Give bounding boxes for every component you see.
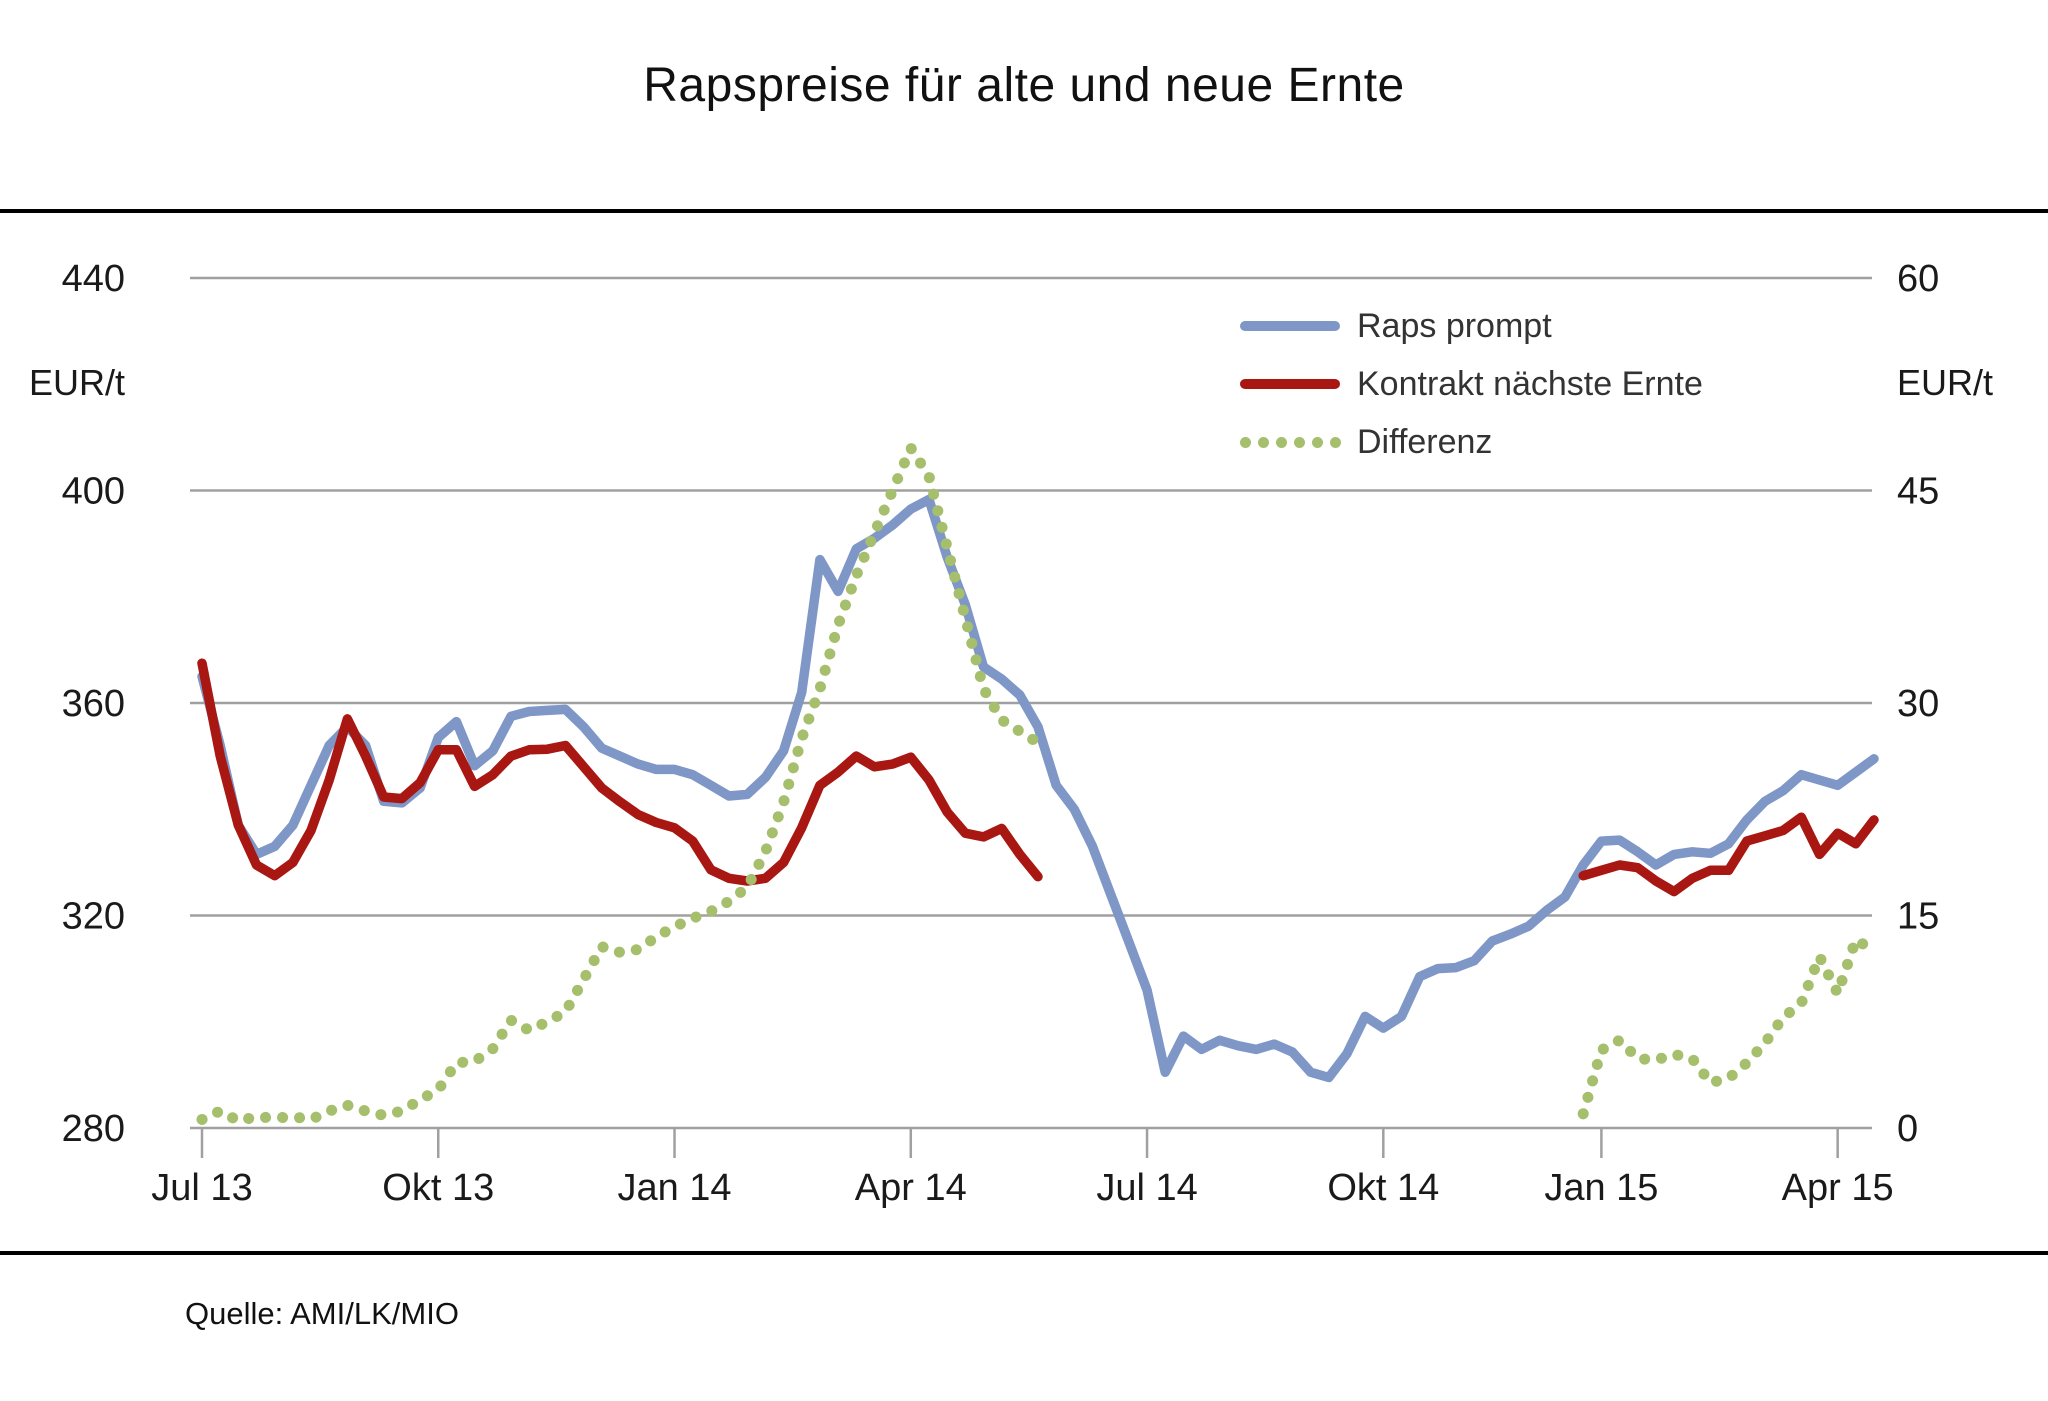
top-separator-line — [0, 209, 2048, 213]
y-left-tick-label: 320 — [62, 896, 125, 938]
legend-dot — [1258, 436, 1269, 448]
x-tick-label: Apr 15 — [1782, 1167, 1894, 1209]
chart-title: Rapspreise für alte und neue Ernte — [643, 59, 1405, 112]
x-tick-label: Okt 14 — [1327, 1167, 1439, 1209]
series-differenz — [1577, 934, 1880, 1120]
bottom-separator-line — [0, 1251, 2048, 1255]
legend-dot — [1312, 436, 1323, 448]
y-right-tick-label: 45 — [1897, 471, 1939, 513]
kontrakt-line-swatch — [1240, 379, 1343, 389]
differenz-dots-swatch — [1240, 436, 1343, 448]
legend-row-differenz: Differenz — [1240, 413, 1703, 471]
dotted-line-icon — [1240, 436, 1341, 448]
series-kontrakt-n-chste-ernte — [197, 658, 1043, 886]
chart-legend: Raps prompt Kontrakt nächste Ernte Diffe… — [1240, 297, 1703, 471]
series-differenz — [196, 442, 1044, 1127]
x-tick-label: Jul 14 — [1096, 1167, 1197, 1209]
x-tick-label: Jul 13 — [151, 1167, 252, 1209]
series-kontrakt-n-chste-ernte — [1578, 812, 1879, 897]
legend-dot — [1330, 436, 1341, 448]
right-axis-unit-label: EUR/t — [1897, 362, 1994, 403]
legend-dot — [1276, 436, 1287, 448]
y-right-tick-label: 30 — [1897, 683, 1939, 725]
blue-line-icon — [1240, 321, 1340, 331]
y-right-tick-label: 60 — [1897, 258, 1939, 300]
legend-dot — [1294, 436, 1305, 448]
legend-row-raps-prompt: Raps prompt — [1240, 297, 1703, 355]
red-line-icon — [1240, 379, 1340, 389]
y-left-tick-label: 400 — [62, 471, 125, 513]
raps-prompt-line-swatch — [1240, 321, 1343, 331]
y-left-tick-label: 280 — [62, 1108, 125, 1150]
x-tick-label: Jan 14 — [617, 1167, 731, 1209]
x-tick-label: Apr 14 — [855, 1167, 967, 1209]
y-right-tick-label: 15 — [1897, 896, 1939, 938]
y-right-tick-label: 0 — [1897, 1108, 1918, 1150]
legend-label-kontrakt: Kontrakt nächste Ernte — [1357, 364, 1703, 403]
legend-label-raps-prompt: Raps prompt — [1357, 306, 1552, 345]
legend-label-differenz: Differenz — [1357, 422, 1493, 461]
x-tick-label: Jan 15 — [1544, 1167, 1658, 1209]
legend-row-kontrakt: Kontrakt nächste Ernte — [1240, 355, 1703, 413]
source-note: Quelle: AMI/LK/MIO — [185, 1296, 459, 1331]
x-tick-label: Okt 13 — [382, 1167, 494, 1209]
series-raps-prompt — [197, 494, 1879, 1083]
left-axis-unit-label: EUR/t — [28, 362, 125, 403]
y-left-tick-label: 360 — [62, 683, 125, 725]
legend-dot — [1240, 436, 1251, 448]
y-left-tick-label: 440 — [62, 258, 125, 300]
